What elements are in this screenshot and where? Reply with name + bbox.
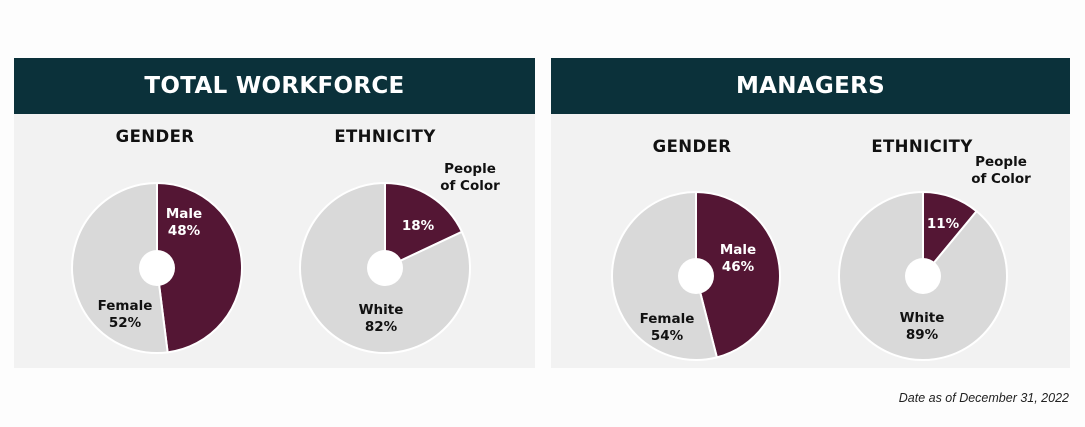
- slice-label-white: White 89%: [900, 310, 945, 343]
- managers-gender-pie: Male 46% Female 54%: [611, 190, 781, 361]
- slice-label-male: Male 48%: [166, 206, 202, 239]
- slice-value-people-of-color: 11%: [927, 216, 960, 232]
- workforce-ethnicity-pie: 18% People of Color White 82%: [299, 161, 500, 354]
- pie-slice-white: [299, 181, 471, 354]
- total-workforce-header: TOTAL WORKFORCE: [14, 58, 535, 114]
- slice-label-male: Male 46%: [720, 242, 756, 275]
- slice-label-female: Female 52%: [98, 298, 153, 331]
- managers-header: MANAGERS: [551, 58, 1070, 114]
- slice-label-people-of-color: People of Color: [971, 154, 1031, 187]
- workforce-ethnicity-title: ETHNICITY: [334, 127, 436, 146]
- slice-label-female: Female 54%: [640, 311, 695, 344]
- pie-center-hole: [905, 258, 941, 294]
- date-footnote: Date as of December 31, 2022: [898, 391, 1069, 405]
- pie-slice-male: [695, 190, 781, 359]
- pie-slice-male: [156, 181, 243, 354]
- pie-center-hole: [678, 258, 714, 294]
- pie-slice-people-of-color: [384, 181, 464, 270]
- managers-ethnicity-title: ETHNICITY: [871, 137, 973, 156]
- slice-label-people-of-color: People of Color: [440, 161, 500, 194]
- pie-center-hole: [367, 250, 403, 286]
- pie-center-hole: [139, 250, 175, 286]
- managers-gender-title: GENDER: [652, 137, 732, 156]
- workforce-gender-title: GENDER: [115, 127, 195, 146]
- workforce-gender-pie: Male 48% Female 52%: [71, 181, 243, 354]
- slice-label-white: White 82%: [359, 302, 404, 335]
- pie-slice-female: [71, 181, 169, 354]
- pie-slice-female: [611, 190, 719, 361]
- managers-ethnicity-pie: 11% People of Color White 89%: [838, 154, 1031, 361]
- slice-value-people-of-color: 18%: [402, 218, 435, 234]
